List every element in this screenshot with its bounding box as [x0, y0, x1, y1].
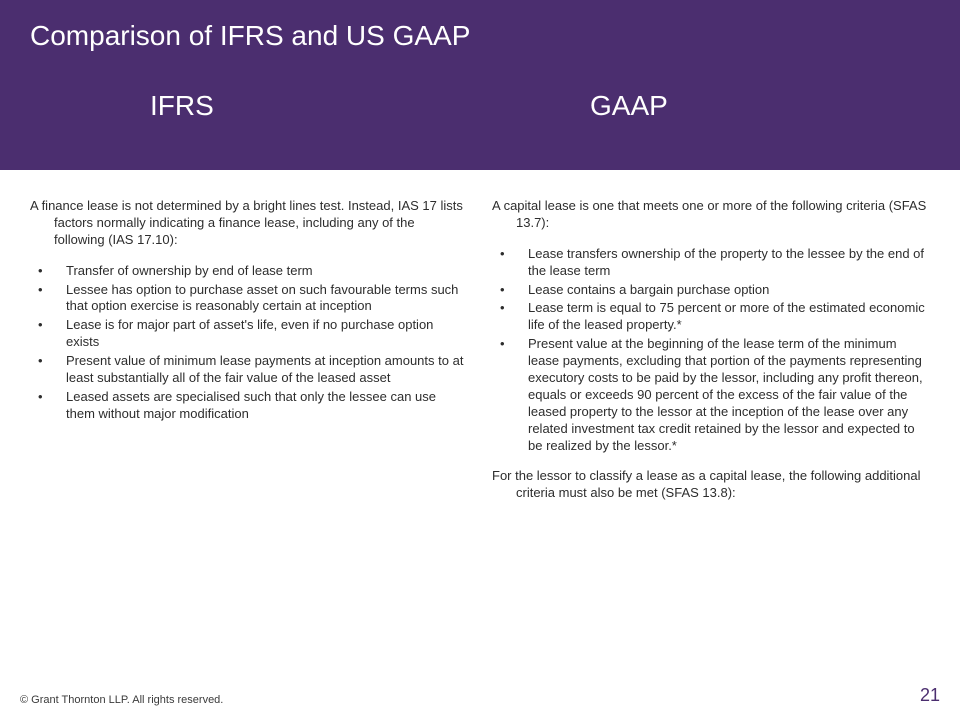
column-header-gaap: GAAP — [450, 90, 930, 122]
list-item: Transfer of ownership by end of lease te… — [30, 263, 468, 280]
slide-header: Comparison of IFRS and US GAAP IFRS GAAP — [0, 0, 960, 170]
gaap-intro-text: A capital lease is one that meets one or… — [492, 198, 930, 232]
ifrs-column: A finance lease is not determined by a b… — [30, 198, 468, 502]
gaap-column: A capital lease is one that meets one or… — [492, 198, 930, 502]
list-item: Leased assets are specialised such that … — [30, 389, 468, 423]
list-item: Present value at the beginning of the le… — [492, 336, 930, 454]
slide-title: Comparison of IFRS and US GAAP — [30, 20, 930, 52]
ifrs-intro-text: A finance lease is not determined by a b… — [30, 198, 468, 249]
list-item: Lease contains a bargain purchase option — [492, 282, 930, 299]
column-headers-row: IFRS GAAP — [30, 90, 930, 122]
slide-footer: © Grant Thornton LLP. All rights reserve… — [20, 685, 940, 706]
list-item: Lessee has option to purchase asset on s… — [30, 282, 468, 316]
list-item: Lease is for major part of asset's life,… — [30, 317, 468, 351]
list-item: Lease term is equal to 75 percent or mor… — [492, 300, 930, 334]
content-area: A finance lease is not determined by a b… — [0, 170, 960, 502]
ifrs-bullet-list: Transfer of ownership by end of lease te… — [30, 263, 468, 423]
copyright-text: © Grant Thornton LLP. All rights reserve… — [20, 694, 223, 706]
page-number: 21 — [920, 685, 940, 706]
gaap-bullet-list: Lease transfers ownership of the propert… — [492, 246, 930, 455]
gaap-outro-text: For the lessor to classify a lease as a … — [492, 468, 930, 502]
list-item: Present value of minimum lease payments … — [30, 353, 468, 387]
column-header-ifrs: IFRS — [30, 90, 450, 122]
list-item: Lease transfers ownership of the propert… — [492, 246, 930, 280]
